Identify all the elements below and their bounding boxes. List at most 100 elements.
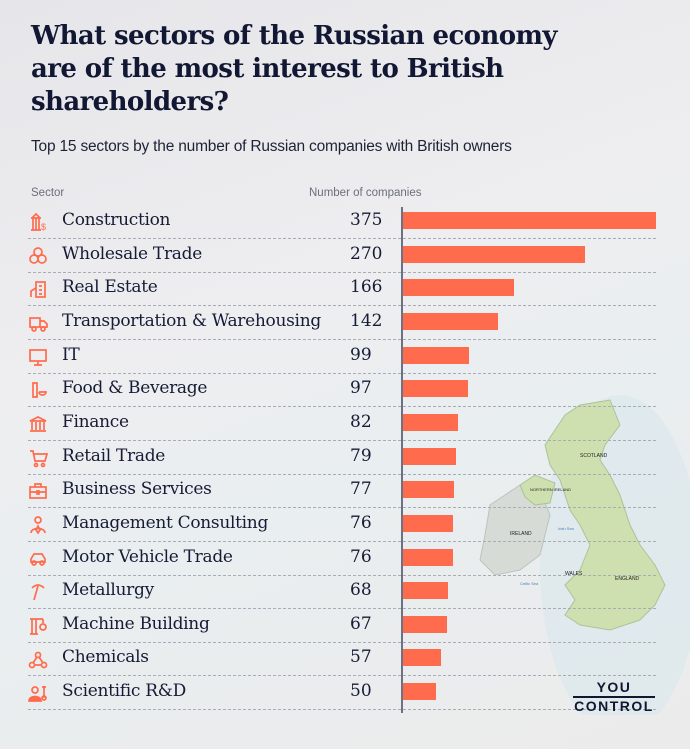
sector-label: Motor Vehicle Trade	[62, 546, 233, 567]
car-icon	[30, 552, 46, 566]
map-label-celtic-sea: Celtic Sea	[520, 581, 539, 586]
scientist-icon	[28, 686, 47, 702]
row-divider	[28, 271, 656, 273]
value-label: 99	[350, 344, 372, 365]
row-divider	[28, 406, 656, 408]
sector-label: Scientific R&D	[62, 681, 186, 702]
sector-label: Construction	[62, 210, 171, 230]
construction-crane-icon: $	[31, 212, 46, 232]
bar	[402, 346, 470, 364]
bar	[402, 582, 449, 600]
bar	[402, 312, 499, 330]
logo-line-2: CONTROL	[574, 698, 654, 714]
bar	[402, 245, 585, 263]
bar	[402, 279, 515, 297]
row-divider	[28, 473, 656, 475]
value-label: 270	[350, 243, 383, 264]
bar	[402, 413, 458, 431]
bar	[402, 514, 454, 532]
chart-subtitle: Top 15 sectors by the number of Russian …	[31, 138, 512, 155]
chart-row: Real Estate 166	[28, 272, 656, 307]
value-label: 82	[350, 411, 372, 432]
chart-row: Motor Vehicle Trade 76	[28, 542, 656, 576]
count-column-header: Number of companies	[309, 187, 422, 199]
monitor-icon	[29, 348, 47, 366]
logo-line-1: YOU	[573, 680, 655, 698]
chart-row: IT 99	[28, 340, 656, 374]
value-label: 166	[350, 277, 383, 298]
youcontrol-logo: YOU CONTROL	[573, 680, 655, 715]
chart-row: Scientific R&D 50	[28, 676, 656, 711]
bar	[402, 447, 456, 465]
chart-row: Metallurgy 68	[28, 575, 656, 610]
row-divider	[28, 675, 656, 677]
sector-label: Transportation & Warehousing	[62, 310, 321, 331]
value-label: 76	[350, 546, 372, 567]
chart-row: Finance 82	[28, 407, 656, 441]
chart-row: Wholesale Trade 270	[28, 239, 656, 273]
boxes-icon	[29, 246, 47, 264]
value-label: 68	[350, 580, 372, 601]
sector-label: Food & Beverage	[62, 378, 208, 399]
sector-label: Chemicals	[62, 647, 149, 668]
sector-column-header: Sector	[31, 187, 65, 199]
svg-text:$: $	[41, 222, 46, 232]
row-divider	[28, 574, 656, 576]
row-divider	[28, 372, 656, 374]
bar	[402, 380, 468, 398]
food-bottle-icon	[32, 382, 47, 399]
sector-label: Finance	[62, 411, 129, 432]
chart-row: Management Consulting 76	[28, 508, 656, 542]
machine-crane-icon	[30, 617, 47, 635]
map-label-northern-ireland: NORTHERN IRELAND	[530, 487, 571, 492]
sector-label: IT	[62, 344, 80, 365]
value-label: 142	[350, 310, 383, 331]
sector-label: Machine Building	[62, 613, 210, 634]
chart-row: Food & Beverage 97	[28, 373, 656, 408]
northern-ireland-shape	[519, 474, 556, 506]
row-divider	[28, 709, 656, 711]
value-label: 375	[350, 210, 383, 230]
map-label-england: ENGLAND	[615, 576, 640, 582]
value-label: 77	[350, 479, 372, 500]
pickaxe-icon	[31, 584, 45, 601]
briefcase-icon	[29, 483, 47, 500]
sector-label: Retail Trade	[62, 445, 166, 466]
building-icon	[30, 281, 46, 299]
row-divider	[28, 439, 656, 441]
row-divider	[28, 641, 656, 643]
value-label: 67	[350, 613, 372, 634]
bar	[402, 212, 656, 229]
chart-title: What sectors of the Russian economy are …	[31, 21, 557, 117]
row-divider	[28, 238, 656, 239]
map-label-ireland: IRELAND	[510, 531, 532, 537]
chart-row: $ Construction 375	[28, 205, 656, 239]
row-divider	[28, 540, 656, 542]
value-label: 79	[350, 445, 372, 466]
map-label-wales: WALES	[565, 571, 583, 577]
great-britain-shape	[544, 399, 666, 631]
chart-row: Retail Trade 79	[28, 441, 656, 475]
row-divider	[28, 608, 656, 610]
bar	[402, 683, 436, 701]
bar	[402, 649, 441, 667]
sector-label: Business Services	[62, 479, 212, 500]
map-label-scotland: SCOTLAND	[580, 453, 608, 459]
row-divider	[28, 507, 656, 509]
chart-row: Machine Building 67	[28, 609, 656, 643]
sector-label: Wholesale Trade	[62, 243, 202, 264]
chart-row: Chemicals 57	[28, 642, 656, 677]
chart-row: Business Services 77	[28, 474, 656, 509]
bar	[402, 615, 448, 633]
chart-row: Transportation & Warehousing 142	[28, 306, 656, 340]
bank-icon	[29, 415, 47, 432]
value-label: 76	[350, 512, 372, 533]
y-axis-line	[401, 207, 403, 713]
sector-label: Metallurgy	[62, 580, 154, 601]
row-divider	[28, 338, 656, 340]
sector-label: Management Consulting	[62, 512, 269, 533]
truck-icon	[29, 317, 48, 332]
bar	[402, 548, 454, 566]
row-divider	[28, 305, 656, 307]
sector-label: Real Estate	[62, 277, 158, 298]
